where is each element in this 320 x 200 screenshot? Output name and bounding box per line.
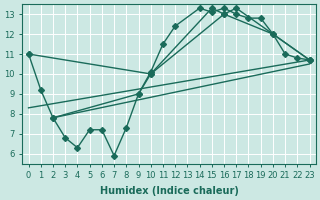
X-axis label: Humidex (Indice chaleur): Humidex (Indice chaleur) <box>100 186 238 196</box>
